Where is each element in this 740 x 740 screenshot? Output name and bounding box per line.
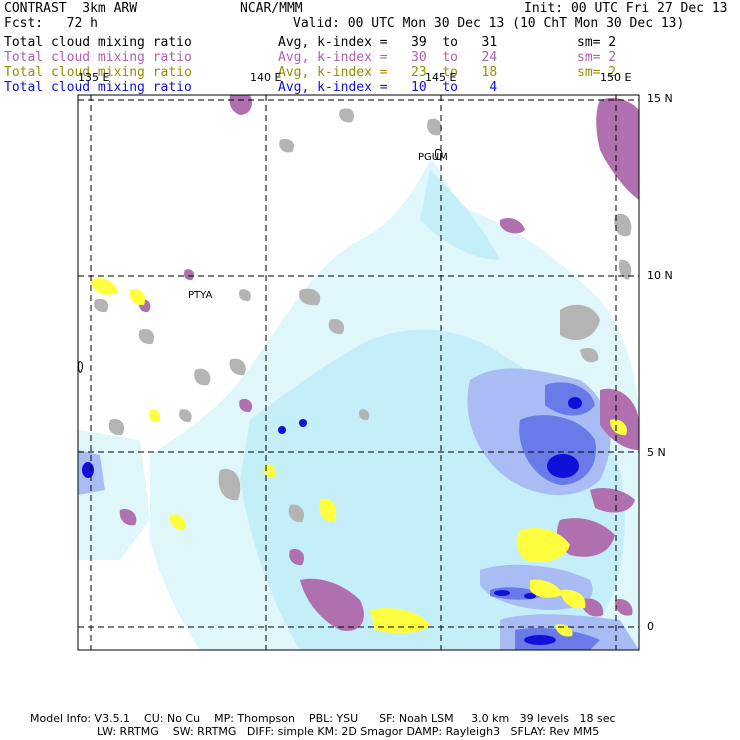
- grid-lines: [78, 95, 639, 650]
- lat-label-5n: 5 N: [647, 446, 666, 459]
- island-outline: [435, 149, 443, 161]
- field-1-range: Avg, k-index = 39 to 31: [278, 35, 498, 50]
- field-3-sm: sm= 2: [577, 65, 617, 80]
- blue-dark-5: [299, 419, 307, 427]
- blue-dark-4: [278, 426, 286, 434]
- model-title: CONTRAST 3km ARW: [4, 1, 138, 16]
- field-3-range: Avg, k-index = 23 to 18: [278, 65, 498, 80]
- blue-dark-7: [494, 590, 510, 596]
- lat-label-0: 0: [647, 620, 654, 633]
- field-3-name: Total cloud mixing ratio: [4, 65, 192, 80]
- field-4-range: Avg, k-index = 10 to 4: [278, 80, 498, 95]
- lat-label-15n: 15 N: [647, 92, 673, 105]
- field-2-name: Total cloud mixing ratio: [4, 50, 192, 65]
- yellow-clouds: [90, 278, 627, 637]
- cloud-shade-cyan-2: [420, 170, 500, 260]
- blue-dark-3: [82, 462, 94, 478]
- lat-label-10n: 10 N: [647, 269, 673, 282]
- center-title: NCAR/MMM: [240, 1, 303, 16]
- purple-clouds: [119, 95, 639, 631]
- field-2-range: Avg, k-index = 30 to 24: [278, 50, 498, 65]
- valid-time: Valid: 00 UTC Mon 30 Dec 13 (10 ChT Mon …: [293, 16, 685, 31]
- gray-clouds: [94, 108, 632, 523]
- lon-label-140: 140 E: [250, 71, 282, 84]
- blue-dark-1: [547, 454, 579, 478]
- field-1-name: Total cloud mixing ratio: [4, 35, 192, 50]
- station-ptya: PTYA: [188, 290, 213, 301]
- init-time: Init: 00 UTC Fri 27 Dec 13: [524, 1, 728, 16]
- blue-dark-2: [568, 397, 582, 409]
- lon-label-135: 135 E: [78, 71, 110, 84]
- model-info-line-1: Model Info: V3.5.1 CU: No Cu MP: Thompso…: [30, 712, 616, 725]
- station-pgum: PGUM: [418, 152, 448, 163]
- lon-label-145: 145 E: [425, 71, 457, 84]
- blue-dark-6: [524, 635, 556, 645]
- lon-label-150: 150 E: [600, 71, 632, 84]
- island-outline-west: [78, 361, 83, 373]
- model-info-line-2: LW: RRTMG SW: RRTMG DIFF: simple KM: 2D …: [97, 725, 600, 738]
- blue-dark-8: [524, 593, 536, 599]
- field-4-name: Total cloud mixing ratio: [4, 80, 192, 95]
- field-1-sm: sm= 2: [577, 35, 617, 50]
- forecast-hour: Fcst: 72 h: [4, 16, 98, 31]
- field-2-sm: sm= 2: [577, 50, 617, 65]
